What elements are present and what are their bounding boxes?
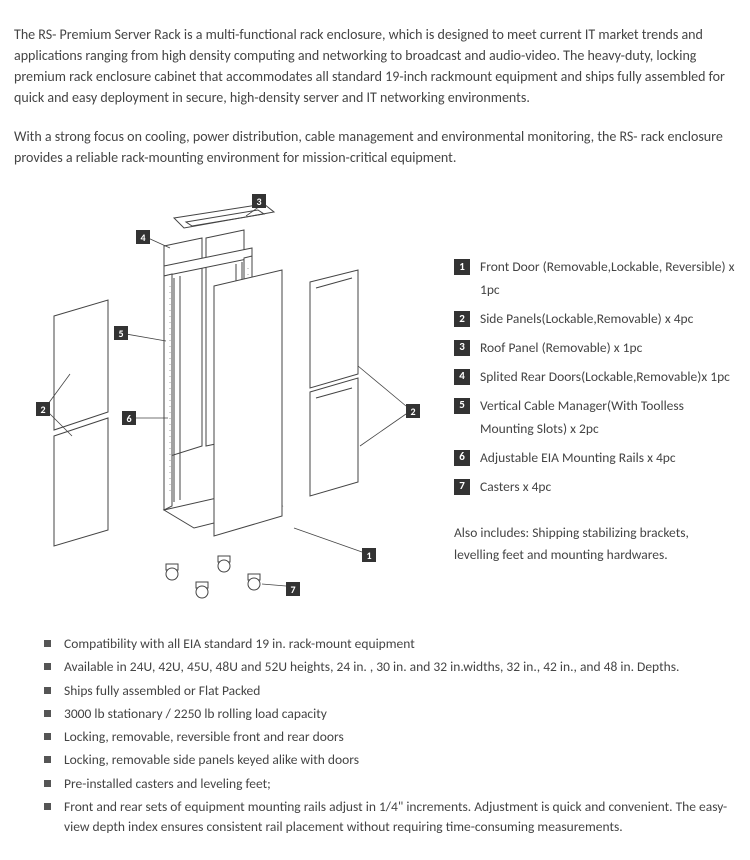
svg-text:6: 6 bbox=[126, 412, 131, 425]
feature-item: Ships fully assembled or Flat Packed bbox=[44, 681, 736, 701]
legend-item: 6 Adjustable EIA Mounting Rails x 4pc bbox=[454, 447, 736, 470]
legend-num-badge: 7 bbox=[454, 479, 470, 495]
front-door-shape bbox=[214, 270, 282, 536]
legend-item-text: Front Door (Removable,Lockable, Reversib… bbox=[480, 256, 736, 302]
feature-item: 3000 lb stationary / 2250 lb rolling loa… bbox=[44, 704, 736, 724]
legend-item-text: Roof Panel (Removable) x 1pc bbox=[480, 337, 642, 360]
intro-block: The RS- Premium Server Rack is a multi-f… bbox=[14, 24, 736, 168]
right-side-panels bbox=[310, 270, 358, 496]
features-list: Compatibility with all EIA standard 19 i… bbox=[14, 634, 736, 837]
svg-text:3: 3 bbox=[256, 195, 261, 208]
legend-item-text: Adjustable EIA Mounting Rails x 4pc bbox=[480, 447, 676, 470]
svg-text:7: 7 bbox=[290, 583, 295, 596]
legend-item: 5 Vertical Cable Manager(With Toolless Mo… bbox=[454, 395, 736, 441]
intro-para-2: With a strong focus on cooling, power di… bbox=[14, 126, 736, 168]
legend-item: 3 Roof Panel (Removable) x 1pc bbox=[454, 337, 736, 360]
svg-text:4: 4 bbox=[140, 231, 145, 244]
legend-item-text: Vertical Cable Manager(With Toolless Mou… bbox=[480, 395, 736, 441]
legend-num-badge: 1 bbox=[454, 259, 470, 275]
legend-item: 7 Casters x 4pc bbox=[454, 476, 736, 499]
intro-para-1: The RS- Premium Server Rack is a multi-f… bbox=[14, 24, 736, 108]
legend-num-badge: 2 bbox=[454, 311, 470, 327]
svg-text:2: 2 bbox=[40, 403, 45, 416]
legend-item-text: Side Panels(Lockable,Removable) x 4pc bbox=[480, 308, 693, 331]
svg-text:1: 1 bbox=[366, 549, 371, 562]
feature-item: Compatibility with all EIA standard 19 i… bbox=[44, 634, 736, 654]
legend-num-badge: 5 bbox=[454, 398, 470, 414]
rack-exploded-svg: 3 4 5 2 6 2 1 7 bbox=[14, 186, 444, 606]
legend-item: 4 Splited Rear Doors(Lockable,Removable)x… bbox=[454, 366, 736, 389]
legend-item-text: Splited Rear Doors(Lockable,Removable)x … bbox=[480, 366, 730, 389]
legend-list: 1 Front Door (Removable,Lockable, Reversi… bbox=[454, 256, 736, 498]
legend-num-badge: 6 bbox=[454, 450, 470, 466]
exploded-diagram: 3 4 5 2 6 2 1 7 bbox=[14, 186, 444, 606]
feature-item: Front and rear sets of equipment mountin… bbox=[44, 797, 736, 838]
also-includes-note: Also includes: Shipping stabilizing brac… bbox=[454, 522, 736, 565]
feature-item: Locking, removable, reversible front and… bbox=[44, 727, 736, 747]
svg-text:5: 5 bbox=[118, 327, 123, 340]
legend-num-badge: 3 bbox=[454, 340, 470, 356]
parts-legend: 1 Front Door (Removable,Lockable, Reversi… bbox=[454, 186, 736, 606]
feature-item: Available in 24U, 42U, 45U, 48U and 52U … bbox=[44, 657, 736, 677]
legend-num-badge: 4 bbox=[454, 369, 470, 385]
legend-item-text: Casters x 4pc bbox=[480, 476, 551, 499]
legend-item: 2 Side Panels(Lockable,Removable) x 4pc bbox=[454, 308, 736, 331]
feature-item: Pre-installed casters and leveling feet; bbox=[44, 774, 736, 794]
legend-item: 1 Front Door (Removable,Lockable, Reversi… bbox=[454, 256, 736, 302]
left-side-panels bbox=[54, 300, 108, 546]
svg-text:2: 2 bbox=[410, 405, 415, 418]
casters bbox=[166, 556, 260, 598]
feature-item: Locking, removable side panels keyed ali… bbox=[44, 750, 736, 770]
diagram-and-legend: 3 4 5 2 6 2 1 7 1 Front Door (Removable,Lockable… bbox=[14, 186, 736, 606]
